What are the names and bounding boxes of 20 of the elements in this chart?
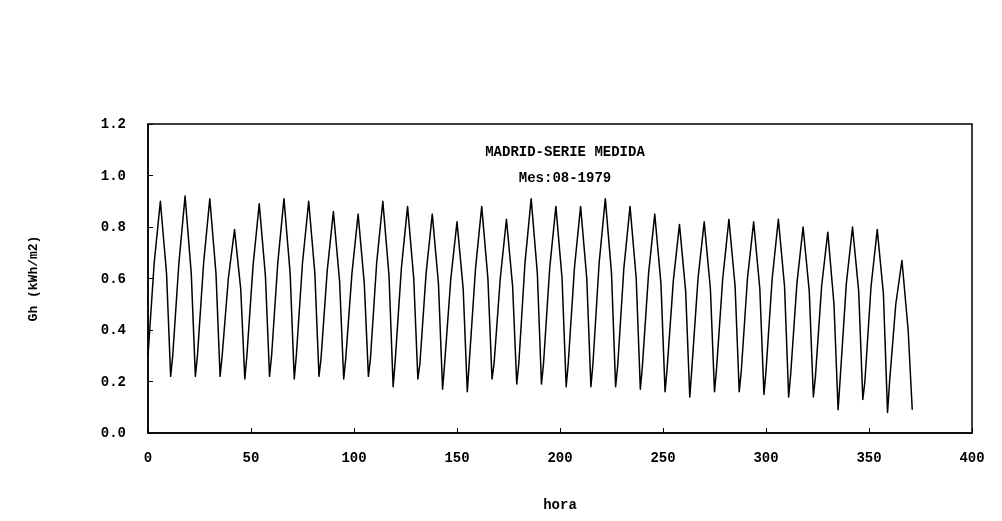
x-tick-label: 50 (242, 450, 260, 466)
x-tick-label: 350 (856, 450, 882, 466)
x-axis-title: hora (543, 497, 578, 513)
y-tick-label: 0.0 (100, 425, 126, 441)
y-tick-label: 0.2 (100, 373, 126, 390)
x-tick-label: 300 (753, 450, 779, 466)
x-tick-label: 200 (547, 450, 573, 466)
text: Mes:08-1979 (518, 170, 612, 186)
y-tick-label: 0.4 (100, 322, 126, 338)
y-tick-label: 1.2 (100, 116, 126, 132)
y-axis-title: Gh (kWh/m2) (26, 235, 41, 322)
x-tick-label: 100 (341, 450, 367, 466)
y-tick-label: 0.8 (100, 219, 126, 235)
x-tick-label: 0 (143, 450, 153, 466)
y-tick-label: 1.0 (100, 167, 126, 184)
y-tick-label: 0.6 (100, 270, 126, 287)
x-tick-label: 250 (650, 450, 676, 466)
x-tick-label: 400 (959, 450, 985, 466)
x-tick-label: 150 (444, 450, 470, 466)
text: MADRID-SERIE MEDIDA (485, 144, 646, 160)
